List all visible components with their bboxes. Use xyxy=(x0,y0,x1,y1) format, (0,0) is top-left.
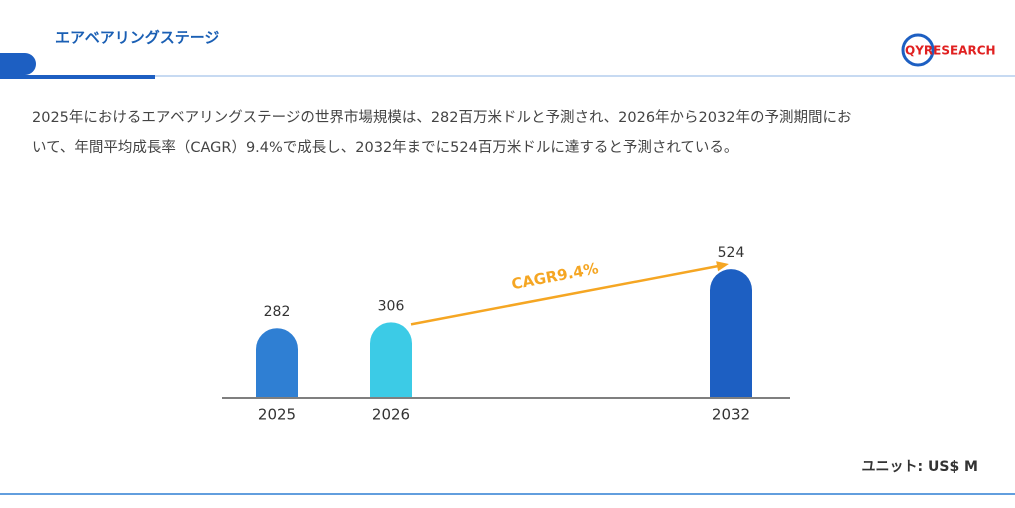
cagr-arrow xyxy=(410,263,724,326)
bar xyxy=(256,328,298,397)
unit-label: ユニット: US$ M xyxy=(862,459,978,475)
header-accent xyxy=(0,75,155,79)
slide-title: エアベアリングステージ xyxy=(55,29,219,47)
value-label: 282 xyxy=(264,304,291,320)
bar xyxy=(370,322,412,397)
value-label: 524 xyxy=(718,245,745,261)
x-tick-label: 2032 xyxy=(712,406,750,424)
x-tick-label: 2026 xyxy=(372,406,410,424)
description-line: 2025年におけるエアベアリングステージの世界市場規模は、282百万米ドルと予測… xyxy=(32,109,851,126)
value-label: 306 xyxy=(378,298,405,314)
bar xyxy=(710,269,752,397)
logo-text: QYRESEARCH xyxy=(905,44,996,58)
x-tick-label: 2025 xyxy=(258,406,296,424)
cagr-arrowhead xyxy=(716,261,729,272)
header-tab xyxy=(0,53,36,75)
description-line: いて、年間平均成長率（CAGR）9.4%で成長し、2032年までに524百万米ド… xyxy=(32,139,738,156)
logo-mark xyxy=(901,33,935,67)
